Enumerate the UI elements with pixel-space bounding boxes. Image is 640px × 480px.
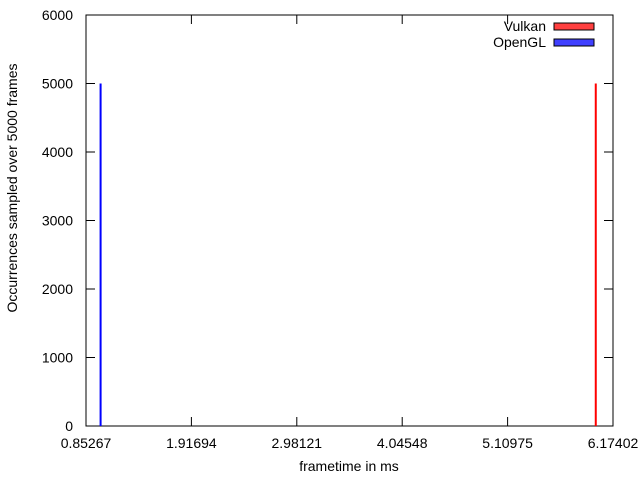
y-tick-label: 3000 <box>42 213 73 229</box>
x-tick-label: 2.98121 <box>271 435 322 451</box>
y-tick-label: 0 <box>65 418 73 434</box>
x-tick-label: 4.04548 <box>377 435 428 451</box>
y-tick-label: 1000 <box>42 350 73 366</box>
x-tick-label: 5.10975 <box>482 435 533 451</box>
x-axis-label: frametime in ms <box>299 458 399 474</box>
x-tick-label: 6.17402 <box>588 435 639 451</box>
x-tick-label: 0.85267 <box>61 435 112 451</box>
y-axis-label: Occurrences sampled over 5000 frames <box>4 64 20 313</box>
y-axis: 0 1000 2000 3000 4000 5000 6000 <box>42 7 613 434</box>
legend-label-vulkan: Vulkan <box>504 18 546 34</box>
plot-frame <box>85 14 614 427</box>
bars-layer <box>99 83 597 426</box>
x-tick-label: 1.91694 <box>166 435 217 451</box>
y-tick-label: 4000 <box>42 144 73 160</box>
legend-label-opengl: OpenGL <box>493 34 546 50</box>
y-tick-label: 5000 <box>42 76 73 92</box>
x-axis: 0.85267 1.91694 2.98121 4.04548 5.10975 6.174… <box>61 15 639 451</box>
y-tick-label: 2000 <box>42 281 73 297</box>
legend-swatch-opengl <box>553 38 595 47</box>
legend-swatch-vulkan <box>553 22 595 31</box>
y-tick-label: 6000 <box>42 7 73 23</box>
